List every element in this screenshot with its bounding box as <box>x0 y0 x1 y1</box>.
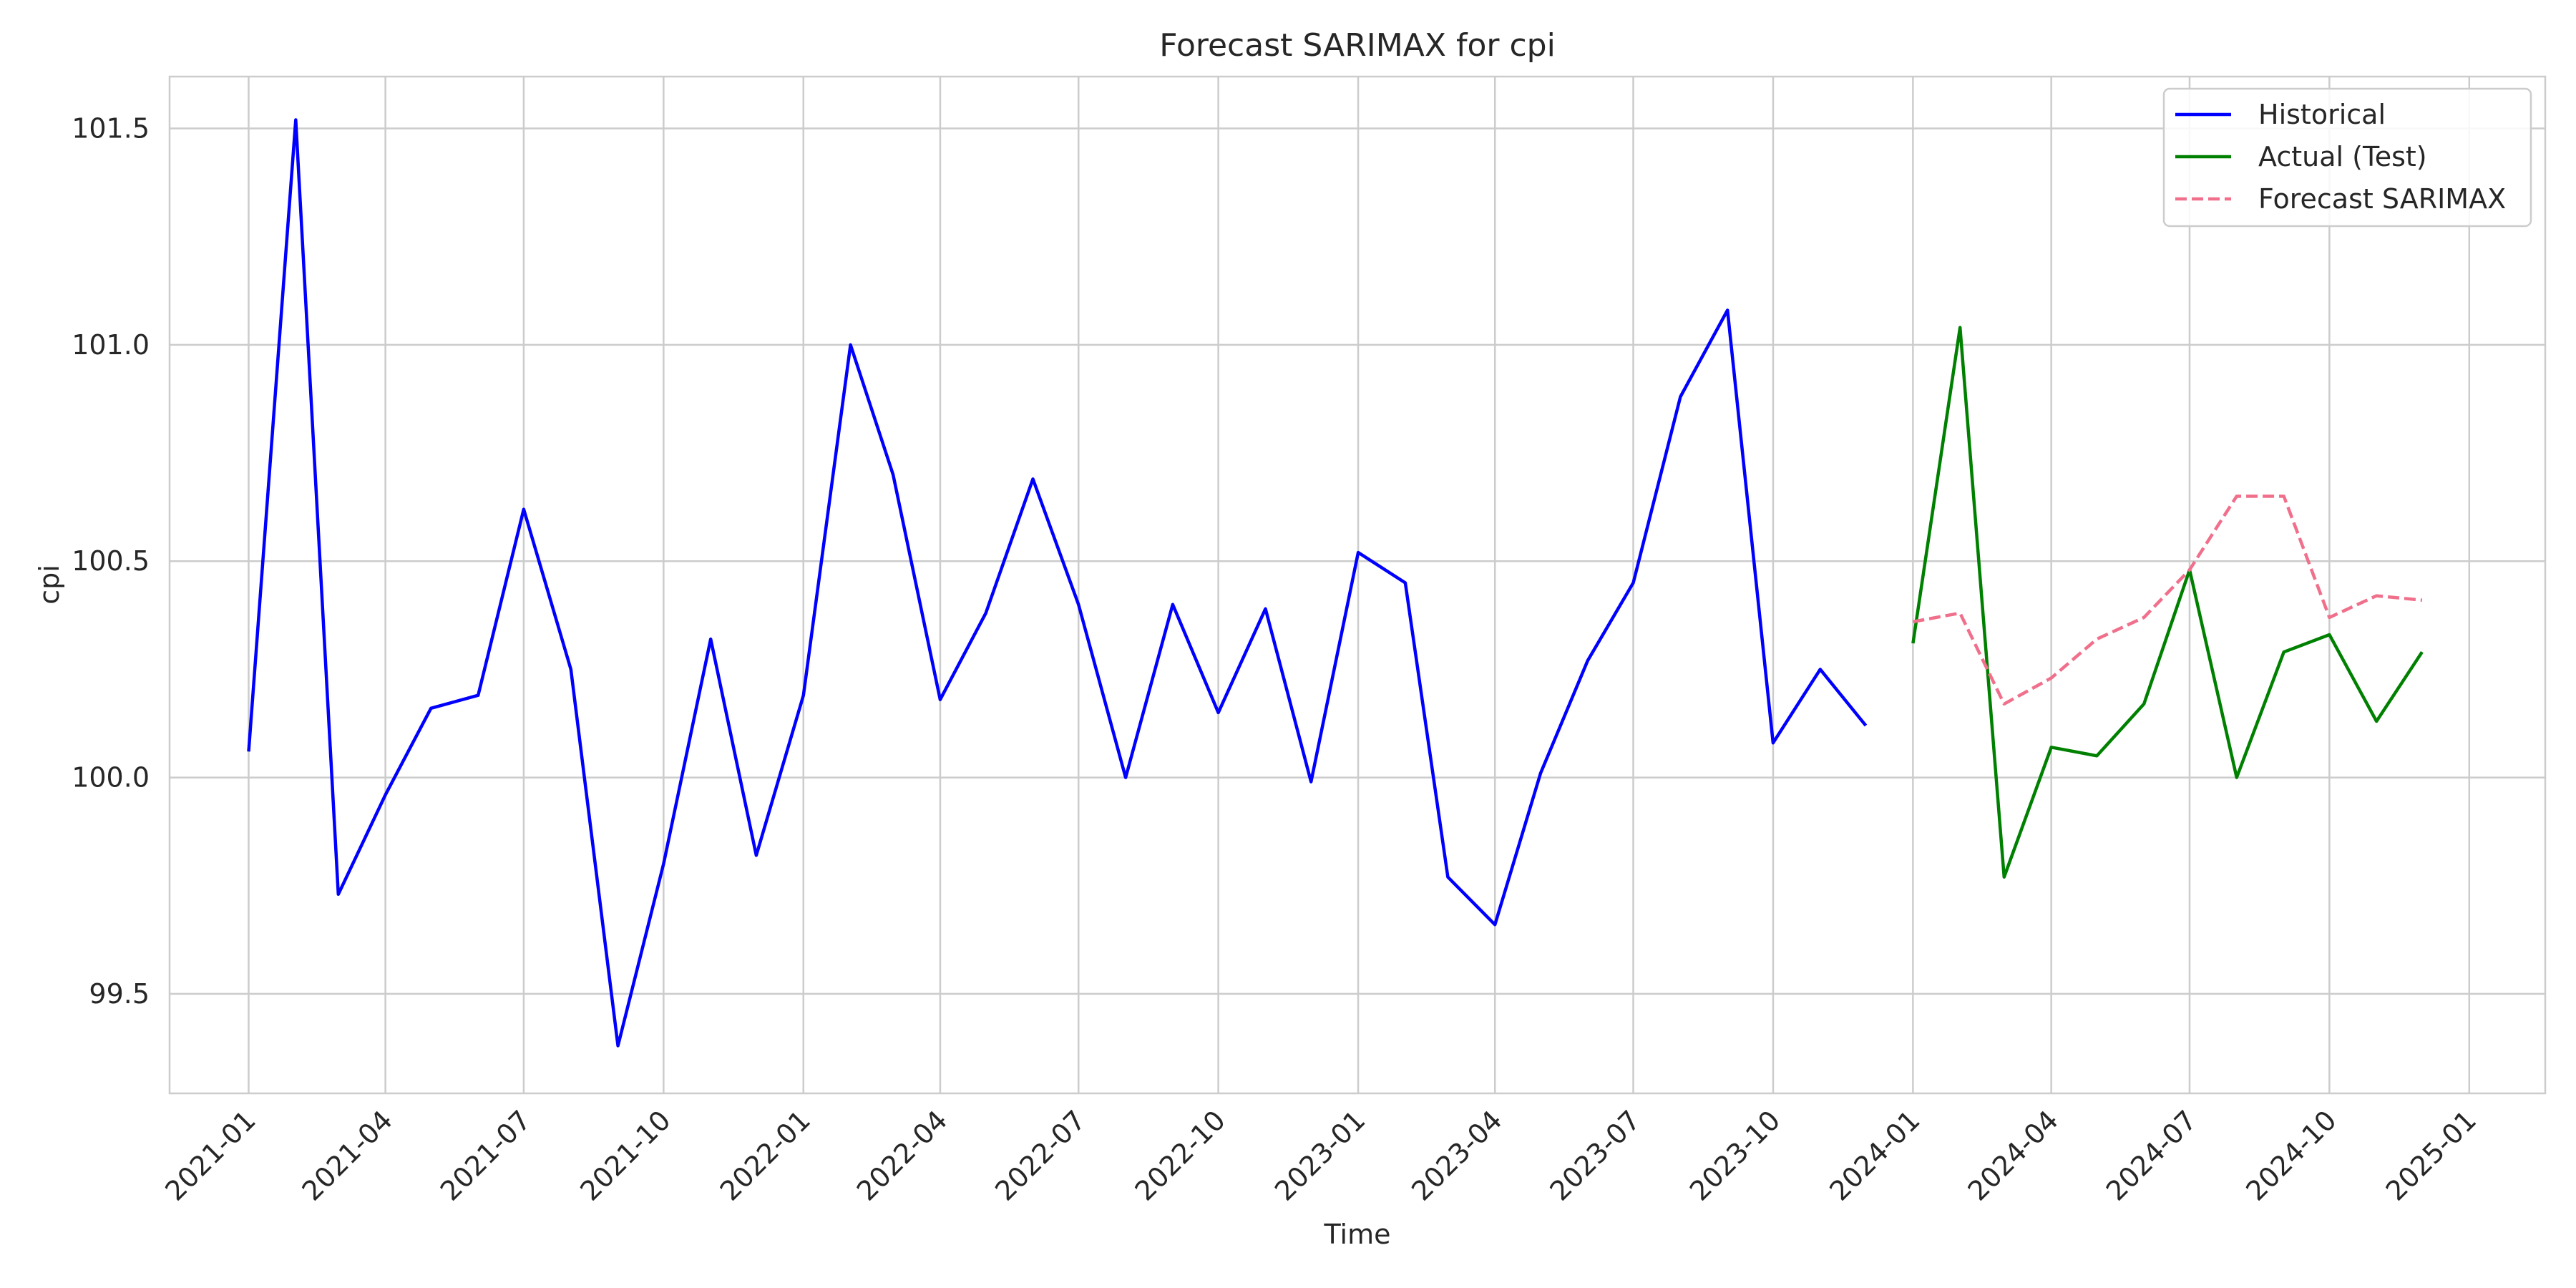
plot-frame <box>168 75 2547 1095</box>
y-tick-label: 100.5 <box>72 545 150 577</box>
chart-title: Forecast SARIMAX for cpi <box>1159 27 1556 64</box>
legend-label-actual-test: Actual (Test) <box>2258 141 2427 172</box>
series-line-forecast-sarimax <box>1912 494 2423 706</box>
x-axis-label: Time <box>1324 1219 1391 1250</box>
legend-label-forecast-sarimax: Forecast SARIMAX <box>2258 183 2506 215</box>
legend-label-historical: Historical <box>2258 99 2386 130</box>
y-tick-label: 99.5 <box>89 978 150 1010</box>
legend-box <box>2162 87 2532 228</box>
y-axis-label: cpi <box>34 565 65 605</box>
series-line-historical <box>247 118 1868 1048</box>
legend: Historical Actual (Test) Forecast SARIMA… <box>2162 87 2532 228</box>
series-line-actual-test <box>1911 326 2424 879</box>
y-tick-label: 101.5 <box>72 113 150 145</box>
y-tick-label: 100.0 <box>72 762 150 794</box>
series-layer <box>247 118 2424 1048</box>
y-tick-label: 101.0 <box>72 329 150 361</box>
